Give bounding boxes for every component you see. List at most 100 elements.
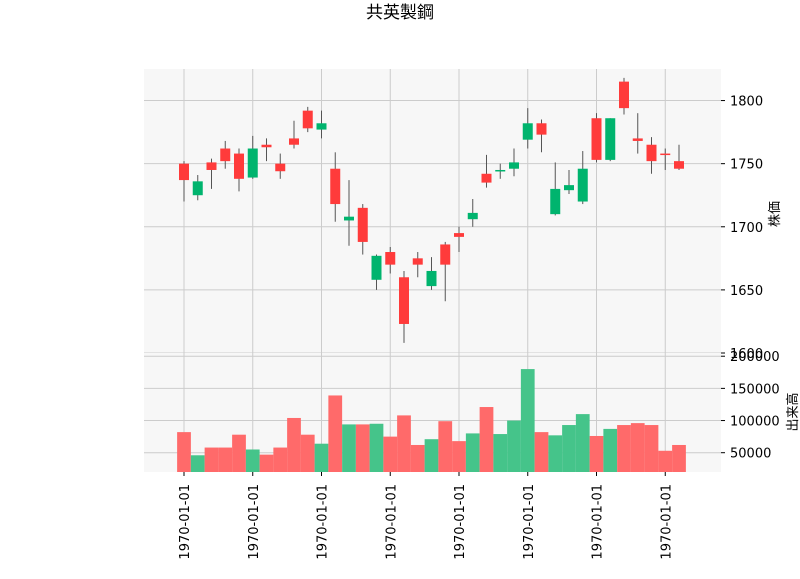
candle-body: [660, 153, 671, 156]
candle: [632, 113, 643, 154]
volume-bar: [397, 415, 411, 472]
candle: [536, 119, 547, 153]
candle-body: [412, 258, 423, 265]
volume-y-axis: 50000 100000 150000 200000: [721, 350, 780, 462]
volume-bar: [589, 435, 604, 472]
candle: [302, 106, 313, 133]
candle: [179, 161, 189, 202]
candle: [646, 137, 657, 174]
candle: [220, 140, 231, 169]
candle: [289, 120, 299, 149]
volume-bar: [355, 424, 370, 472]
candle-body: [605, 118, 616, 160]
candle-body: [234, 153, 244, 179]
candle: [261, 138, 272, 162]
candle-body: [330, 168, 341, 205]
candle: [550, 162, 561, 216]
chart-title: 共英製鋼: [366, 3, 434, 23]
price-y-tick-label: 1750: [730, 158, 763, 173]
candle: [509, 148, 519, 177]
candle: [674, 144, 684, 170]
volume-bar: [410, 444, 425, 472]
volume-bar: [369, 423, 384, 472]
price-y-axis: 1600 1650 1700 1750 1800: [721, 95, 763, 362]
x-tick-label: 1970-01-01: [453, 484, 468, 560]
volume-bar: [438, 421, 453, 472]
candle-body: [674, 161, 684, 169]
candle-body: [385, 252, 396, 265]
candle-body: [399, 277, 409, 324]
volume-bar: [383, 436, 398, 472]
candle-body: [646, 144, 657, 162]
candle: [234, 148, 244, 192]
candle-body: [577, 168, 588, 202]
volume-bar: [177, 432, 191, 472]
candle-body: [192, 181, 203, 196]
volume-bar: [520, 369, 535, 472]
candle: [522, 108, 533, 149]
price-y-tick-label: 1650: [730, 284, 763, 299]
x-axis: 1970-01-01 1970-01-01 1970-01-01 1970-01-01…: [178, 472, 674, 560]
x-tick-label: 1970-01-01: [384, 484, 399, 560]
volume-bar: [273, 447, 288, 472]
candle: [192, 175, 203, 201]
volume-bar: [493, 434, 508, 472]
x-tick-label: 1970-01-01: [659, 484, 674, 560]
candle-body: [632, 138, 643, 141]
candle-body: [564, 185, 574, 191]
candle: [275, 153, 286, 179]
candle: [371, 254, 382, 290]
candle: [247, 135, 258, 179]
volume-bar: [630, 423, 645, 472]
volume-y-axis-label: 出来高: [785, 392, 800, 431]
x-tick-label: 1970-01-01: [522, 484, 537, 560]
x-tick-label: 1970-01-01: [247, 484, 262, 560]
candle-body: [179, 163, 189, 181]
candle: [330, 152, 341, 222]
candle: [344, 180, 354, 246]
candle: [577, 151, 588, 205]
volume-y-tick-label: 100000: [730, 415, 780, 430]
volume-bar: [507, 420, 521, 472]
candle-body: [467, 212, 478, 220]
volume-bar: [575, 414, 590, 472]
volume-bar: [479, 407, 494, 472]
volume-bar: [245, 449, 260, 472]
candle-body: [619, 81, 629, 109]
x-tick-label: 1970-01-01: [178, 484, 193, 560]
candle-body: [357, 207, 368, 242]
volume-bar: [287, 417, 301, 472]
candle: [564, 169, 574, 194]
candle-body: [275, 163, 286, 172]
volume-bar-series: [177, 369, 686, 472]
candle: [357, 204, 368, 255]
candle-body: [536, 123, 547, 135]
candle-body: [591, 118, 602, 160]
candle: [399, 270, 409, 343]
candle-body: [481, 173, 492, 183]
candle-body: [426, 270, 437, 287]
candle: [426, 257, 437, 290]
price-y-axis-label: 株価: [768, 201, 783, 227]
volume-bar: [603, 428, 618, 472]
candle: [495, 163, 506, 179]
candle: [605, 118, 616, 162]
volume-y-tick-label: 50000: [730, 447, 771, 462]
volume-bar: [452, 441, 466, 472]
candle-body: [316, 123, 327, 130]
candle-body: [550, 188, 561, 215]
candle: [454, 226, 464, 253]
volume-bar: [562, 425, 576, 472]
candle-body: [261, 144, 272, 148]
volume-bar: [190, 455, 205, 472]
candle: [660, 148, 671, 170]
x-tick-label: 1970-01-01: [316, 484, 331, 560]
candle: [619, 77, 629, 115]
price-y-tick-label: 1800: [730, 95, 763, 110]
candle: [481, 154, 492, 188]
candle-body: [247, 148, 258, 178]
volume-bar: [314, 443, 329, 472]
volume-bar: [259, 454, 274, 472]
candle-body: [440, 244, 451, 265]
volume-bar: [658, 450, 673, 472]
